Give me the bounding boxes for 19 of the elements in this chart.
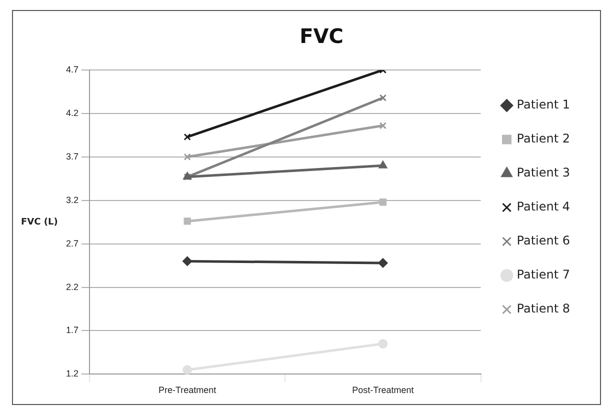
y-tick-label: 3.2	[66, 194, 79, 205]
legend-label: Patient 8	[516, 302, 570, 316]
legend-label: Patient 2	[516, 132, 570, 146]
y-tick-label: 4.2	[66, 108, 79, 118]
y-tick-label: 1.7	[66, 325, 79, 336]
legend-label: Patient 4	[516, 200, 570, 214]
y-tick-label: 3.7	[66, 151, 79, 162]
y-tick-label: 4.7	[66, 64, 79, 74]
legend-label: Patient 6	[516, 234, 570, 248]
y-axis-title: FVC (L)	[21, 217, 58, 228]
y-tick-label: 1.2	[66, 368, 79, 379]
legend-label: Patient 3	[516, 166, 570, 180]
y-tick-label: 2.2	[66, 282, 79, 292]
legend-label: Patient 1	[516, 98, 570, 112]
legend-label: Patient 7	[516, 268, 570, 282]
x-tick-label: Pre-Treatment	[158, 385, 217, 396]
chart-title: FVC	[300, 24, 344, 48]
x-tick-label: Post-Treatment	[352, 385, 414, 396]
y-tick-label: 2.7	[66, 238, 79, 248]
